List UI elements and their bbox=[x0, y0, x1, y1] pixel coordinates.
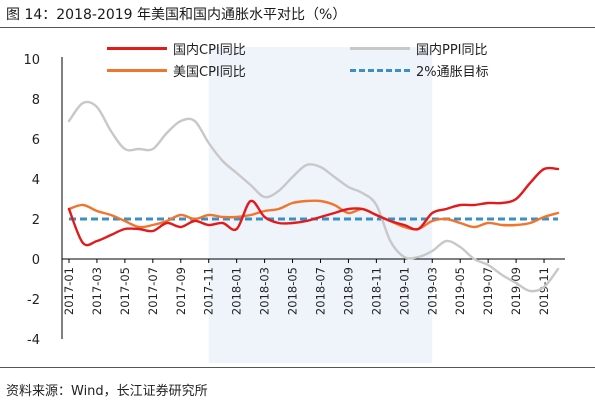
legend-item-cn-ppi: 国内PPI同比 bbox=[350, 39, 488, 58]
shaded-period bbox=[208, 47, 433, 363]
legend-swatch-target bbox=[350, 69, 410, 72]
legend-item-us-cpi: 美国CPI同比 bbox=[107, 61, 246, 80]
x-tick-label: 2018-01 bbox=[230, 267, 244, 315]
x-tick-label: 2018-03 bbox=[258, 267, 272, 315]
y-tick-label: 0 bbox=[32, 253, 40, 268]
chart-title: 图 14：2018-2019 年美国和国内通胀水平对比（%） bbox=[6, 7, 347, 23]
shaded-region bbox=[208, 47, 433, 363]
x-tick-label: 2019-07 bbox=[481, 267, 495, 315]
legend-swatch-cn-ppi bbox=[350, 47, 410, 50]
x-tick-label: 2017-11 bbox=[202, 267, 216, 315]
legend-label-cn-ppi: 国内PPI同比 bbox=[416, 43, 488, 58]
y-tick-label: 2 bbox=[32, 213, 40, 228]
series-us-cpi bbox=[67, 199, 560, 231]
x-tick-label: 2018-07 bbox=[313, 267, 327, 315]
legend-item-cn-cpi: 国内CPI同比 bbox=[107, 39, 246, 58]
series-cn-cpi bbox=[67, 166, 560, 247]
x-tick-label: 2019-09 bbox=[509, 267, 523, 315]
x-tick-label: 2018-09 bbox=[341, 267, 355, 315]
x-tick-label: 2019-11 bbox=[537, 267, 551, 315]
chart-series bbox=[67, 100, 560, 293]
source-note: 资料来源：Wind，长江证券研究所 bbox=[6, 384, 208, 399]
x-tick-label: 2017-03 bbox=[90, 267, 104, 315]
legend-label-target: 2%通胀目标 bbox=[416, 65, 489, 80]
title-divider bbox=[0, 27, 595, 28]
y-tick-label: -2 bbox=[27, 293, 40, 308]
y-tick-label: 8 bbox=[32, 93, 40, 108]
legend-swatch-us-cpi bbox=[107, 69, 167, 72]
y-tick-label: 10 bbox=[23, 53, 40, 68]
y-tick-label: -4 bbox=[27, 333, 40, 348]
x-tick-label: 2019-05 bbox=[453, 267, 467, 315]
x-tick-label: 2017-01 bbox=[62, 267, 76, 315]
x-tick-label: 2019-01 bbox=[397, 267, 411, 315]
series-cn-ppi bbox=[67, 100, 560, 293]
x-tick-label: 2018-11 bbox=[369, 267, 383, 315]
legend-label-cn-cpi: 国内CPI同比 bbox=[173, 43, 246, 58]
legend-item-target: 2%通胀目标 bbox=[350, 61, 489, 80]
x-tick-label: 2017-09 bbox=[174, 267, 188, 315]
x-tick-label: 2018-05 bbox=[286, 267, 300, 315]
x-tick-label: 2017-07 bbox=[146, 267, 160, 315]
chart-axes: -4 -2 0 2 4 6 8 10 2017-01 2017-03 2017-05 2017-07 2… bbox=[23, 53, 565, 348]
legend-label-us-cpi: 美国CPI同比 bbox=[173, 65, 246, 80]
footer-divider bbox=[0, 367, 595, 368]
y-tick-label: 6 bbox=[32, 133, 40, 148]
y-tick-label: 4 bbox=[32, 173, 40, 188]
x-tick-label: 2019-03 bbox=[425, 267, 439, 315]
x-tick-label: 2017-05 bbox=[118, 267, 132, 315]
legend-swatch-cn-cpi bbox=[107, 47, 167, 50]
